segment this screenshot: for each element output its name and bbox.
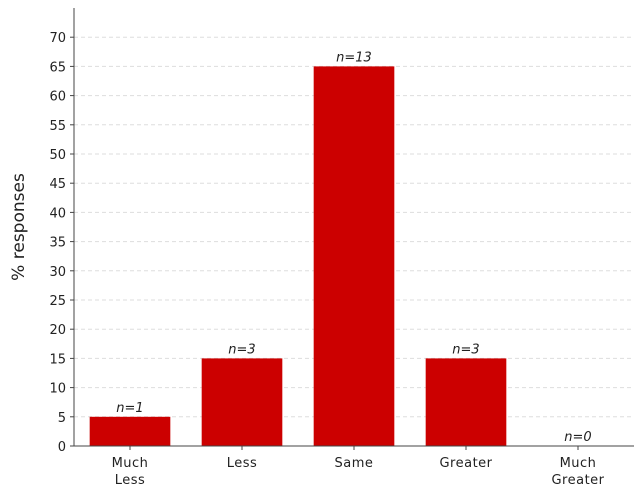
- y-tick-label: 70: [49, 31, 66, 46]
- x-axis-ticks: Much Less Less Same Greater Much Greater: [112, 446, 604, 488]
- y-tick-label: 20: [49, 323, 66, 338]
- y-tick-label: 15: [49, 352, 66, 367]
- y-tick-label: 65: [49, 60, 66, 75]
- y-tick-label: 60: [49, 90, 66, 105]
- y-tick-label: 35: [49, 236, 66, 251]
- bar-data-label: n=13: [336, 50, 372, 65]
- y-axis-label: % responses: [9, 173, 29, 281]
- bar-data-label: n=0: [564, 430, 591, 445]
- bar-data-label: n=1: [116, 401, 143, 416]
- y-tick-label: 5: [58, 411, 66, 426]
- bar-data-label: n=3: [228, 342, 255, 357]
- bar: [425, 358, 507, 446]
- x-tick-label: Greater: [439, 456, 492, 471]
- y-tick-label: 50: [49, 148, 66, 163]
- y-tick-label: 0: [58, 440, 66, 455]
- bar: [313, 66, 395, 447]
- y-tick-label: 10: [49, 382, 66, 397]
- bar-data-label: n=3: [452, 342, 479, 357]
- y-tick-label: 45: [49, 177, 66, 192]
- x-tick-label: Greater: [551, 473, 604, 488]
- y-axis-ticks: 0 5 10 15 20 25 30 35 40 45 50 55 60 65 70: [49, 31, 74, 455]
- y-tick-label: 25: [49, 294, 66, 309]
- x-tick-label: Less: [115, 473, 146, 488]
- data-labels: n=1 n=3 n=13 n=3 n=0: [116, 50, 591, 445]
- x-tick-label: Much: [560, 456, 597, 471]
- x-tick-label: Same: [335, 456, 374, 471]
- x-tick-label: Much: [112, 456, 149, 471]
- y-tick-label: 55: [49, 119, 66, 134]
- bars: [89, 66, 507, 447]
- y-tick-label: 30: [49, 265, 66, 280]
- bar: [201, 358, 283, 446]
- y-tick-label: 40: [49, 206, 66, 221]
- x-tick-label: Less: [227, 456, 258, 471]
- bar: [89, 416, 171, 446]
